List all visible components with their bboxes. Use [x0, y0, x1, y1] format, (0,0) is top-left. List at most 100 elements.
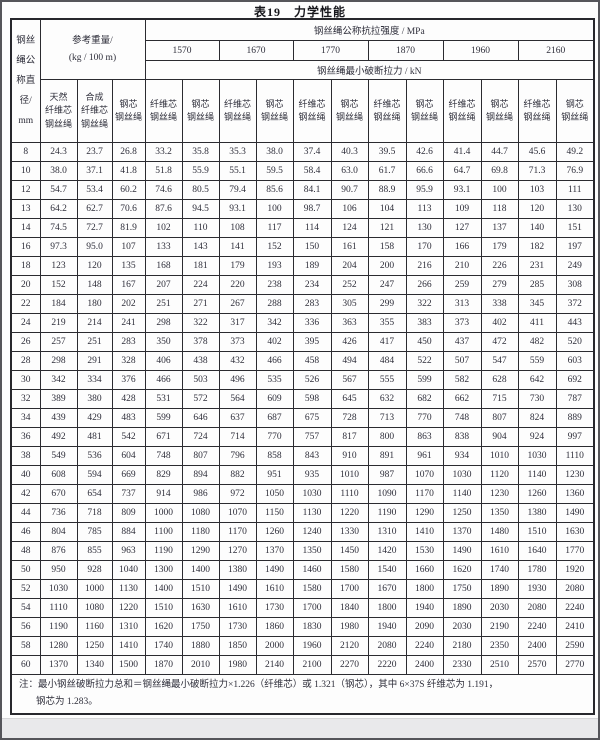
value-cell: 363	[330, 313, 369, 333]
value-cell: 350	[144, 332, 183, 352]
value-cell: 334	[76, 370, 113, 390]
value-cell: 1130	[292, 503, 332, 523]
table-row: 48 876 855 963 1190 1290 1270 1370 1350 1450 1420 1…	[10, 541, 595, 561]
value-cell: 1450	[330, 541, 369, 561]
value-cell: 2330	[442, 655, 482, 675]
value-cell: 54.7	[39, 180, 78, 200]
value-cell: 100	[255, 199, 294, 219]
value-cell: 1240	[292, 522, 332, 542]
value-cell: 247	[367, 275, 407, 295]
value-cell: 2220	[367, 655, 407, 675]
value-cell: 252	[330, 275, 369, 295]
subheader-synthetic-fiber-core: 合成 纤维芯 钢丝绳	[76, 79, 113, 143]
value-cell: 1510	[517, 522, 557, 542]
value-cell: 2120	[330, 636, 369, 656]
value-cell: 328	[111, 351, 146, 371]
diameter-cell: 20	[10, 275, 41, 295]
value-cell: 1090	[367, 484, 407, 504]
diameter-cell: 26	[10, 332, 41, 352]
table-row: 20 152 148 167 207 224 220 238 234 252 247 266 259 27…	[10, 275, 595, 295]
value-cell: 787	[555, 389, 595, 409]
value-cell: 166	[442, 237, 482, 257]
value-cell: 439	[39, 408, 78, 428]
value-cell: 179	[218, 256, 257, 276]
table-row: 36 492 481 542 671 724 714 770 757 817 800 863 838 90…	[10, 427, 595, 447]
value-cell: 1080	[181, 503, 220, 523]
value-cell: 1580	[292, 579, 332, 599]
value-cell: 41.4	[442, 142, 482, 162]
value-cell: 35.3	[218, 142, 257, 162]
value-cell: 182	[517, 237, 557, 257]
value-cell: 130	[405, 218, 444, 238]
diameter-cell: 12	[10, 180, 41, 200]
value-cell: 770	[255, 427, 294, 447]
value-cell: 1230	[555, 465, 595, 485]
value-cell: 1220	[330, 503, 369, 523]
value-cell: 669	[111, 465, 146, 485]
value-cell: 127	[442, 218, 482, 238]
value-cell: 547	[480, 351, 519, 371]
value-cell: 466	[255, 351, 294, 371]
value-cell: 373	[442, 313, 482, 333]
value-cell: 158	[367, 237, 407, 257]
value-cell: 135	[111, 256, 146, 276]
value-cell: 181	[181, 256, 220, 276]
value-cell: 1220	[111, 598, 146, 618]
value-cell: 1770	[555, 541, 595, 561]
value-cell: 372	[555, 294, 595, 314]
value-cell: 1190	[39, 617, 78, 637]
value-cell: 748	[144, 446, 183, 466]
value-cell: 724	[181, 427, 220, 447]
value-cell: 728	[330, 408, 369, 428]
diameter-cell: 22	[10, 294, 41, 314]
value-cell: 1030	[442, 465, 482, 485]
diameter-cell: 28	[10, 351, 41, 371]
value-cell: 94.5	[181, 199, 220, 219]
page-bottom-margin	[2, 718, 598, 738]
value-cell: 1310	[111, 617, 146, 637]
table-row: 58 1280 1250 1410 1740 1880 1850 2000 1960 2120 20…	[10, 636, 595, 656]
value-cell: 730	[517, 389, 557, 409]
value-cell: 484	[367, 351, 407, 371]
value-cell: 1290	[405, 503, 444, 523]
value-cell: 1140	[442, 484, 482, 504]
value-cell: 904	[480, 427, 519, 447]
value-cell: 671	[144, 427, 183, 447]
value-cell: 1830	[292, 617, 332, 637]
value-cell: 608	[39, 465, 78, 485]
value-cell: 308	[555, 275, 595, 295]
value-cell: 37.1	[76, 161, 113, 181]
value-cell: 1300	[144, 560, 183, 580]
value-cell: 143	[181, 237, 220, 257]
value-cell: 81.9	[111, 218, 146, 238]
value-cell: 692	[555, 370, 595, 390]
value-cell: 2240	[517, 617, 557, 637]
value-cell: 168	[144, 256, 183, 276]
value-cell: 2570	[517, 655, 557, 675]
value-cell: 33.2	[144, 142, 183, 162]
value-cell: 522	[405, 351, 444, 371]
header-grade-1770: 1770	[292, 40, 369, 61]
value-cell: 123	[39, 256, 78, 276]
value-cell: 1490	[218, 579, 257, 599]
value-cell: 279	[480, 275, 519, 295]
value-cell: 298	[39, 351, 78, 371]
diameter-cell: 10	[10, 161, 41, 181]
value-cell: 322	[405, 294, 444, 314]
value-cell: 654	[76, 484, 113, 504]
value-cell: 231	[517, 256, 557, 276]
value-cell: 687	[255, 408, 294, 428]
value-cell: 79.4	[218, 180, 257, 200]
value-cell: 1850	[218, 636, 257, 656]
value-cell: 152	[39, 275, 78, 295]
value-cell: 100	[480, 180, 519, 200]
value-cell: 718	[76, 503, 113, 523]
value-cell: 503	[181, 370, 220, 390]
value-cell: 197	[555, 237, 595, 257]
value-cell: 38.0	[39, 161, 78, 181]
value-cell: 1700	[292, 598, 332, 618]
value-cell: 549	[39, 446, 78, 466]
diameter-cell: 42	[10, 484, 41, 504]
value-cell: 380	[76, 389, 113, 409]
value-cell: 432	[218, 351, 257, 371]
